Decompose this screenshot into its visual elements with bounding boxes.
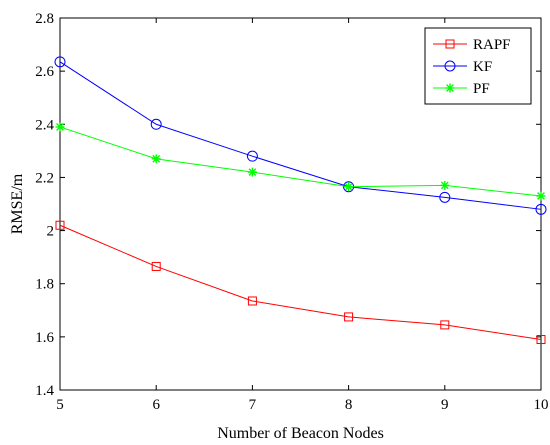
series-line-pf (59, 126, 542, 197)
x-tick-label: 8 (345, 397, 353, 413)
legend-label-kf: KF (473, 59, 492, 75)
legend: RAPF KF PF (424, 27, 532, 105)
point-rapf (247, 296, 257, 306)
x-axis-label: Number of Beacon Nodes (217, 425, 384, 442)
point-kf (246, 150, 258, 162)
x-tick-label: 7 (249, 397, 257, 413)
legend-marker-kf (444, 60, 456, 72)
y-axis-label: RMSE/m (9, 173, 26, 234)
y-tick-label: 1.8 (35, 277, 54, 293)
y-tick-label: 2.8 (35, 11, 54, 27)
legend-label-rapf: RAPF (473, 37, 511, 53)
x-tick-label: 9 (441, 397, 449, 413)
point-pf (55, 122, 65, 132)
point-rapf (151, 261, 161, 271)
series-line-kf (59, 61, 542, 210)
legend-marker-pf (445, 83, 455, 93)
point-rapf (55, 220, 65, 230)
plot-layer: 5 6 7 8 9 10 1.4 1.6 1.8 2 2.2 2.4 2.6 2.8 (35, 11, 548, 413)
y-tick-label: 2.6 (35, 64, 54, 80)
y-tick-label: 2 (47, 224, 55, 240)
y-tick-label: 1.4 (35, 383, 54, 399)
y-tick-label: 2.2 (35, 170, 54, 186)
point-pf (536, 191, 546, 201)
x-tick-label: 10 (534, 397, 549, 413)
point-rapf (536, 335, 546, 345)
point-kf (535, 203, 547, 215)
point-rapf (440, 320, 450, 330)
point-kf (439, 191, 451, 203)
point-pf (344, 182, 354, 192)
point-pf (440, 180, 450, 190)
legend-label-pf: PF (473, 81, 490, 97)
point-kf (150, 118, 162, 130)
y-tick-label: 1.6 (35, 330, 54, 346)
point-pf (247, 167, 257, 177)
point-rapf (344, 312, 354, 322)
y-tick-label: 2.4 (35, 117, 54, 133)
point-kf (54, 56, 66, 68)
x-tick-label: 6 (152, 397, 160, 413)
point-pf (151, 154, 161, 164)
legend-marker-rapf (445, 39, 455, 49)
series-line-rapf (59, 224, 542, 341)
x-tick-label: 5 (56, 397, 64, 413)
